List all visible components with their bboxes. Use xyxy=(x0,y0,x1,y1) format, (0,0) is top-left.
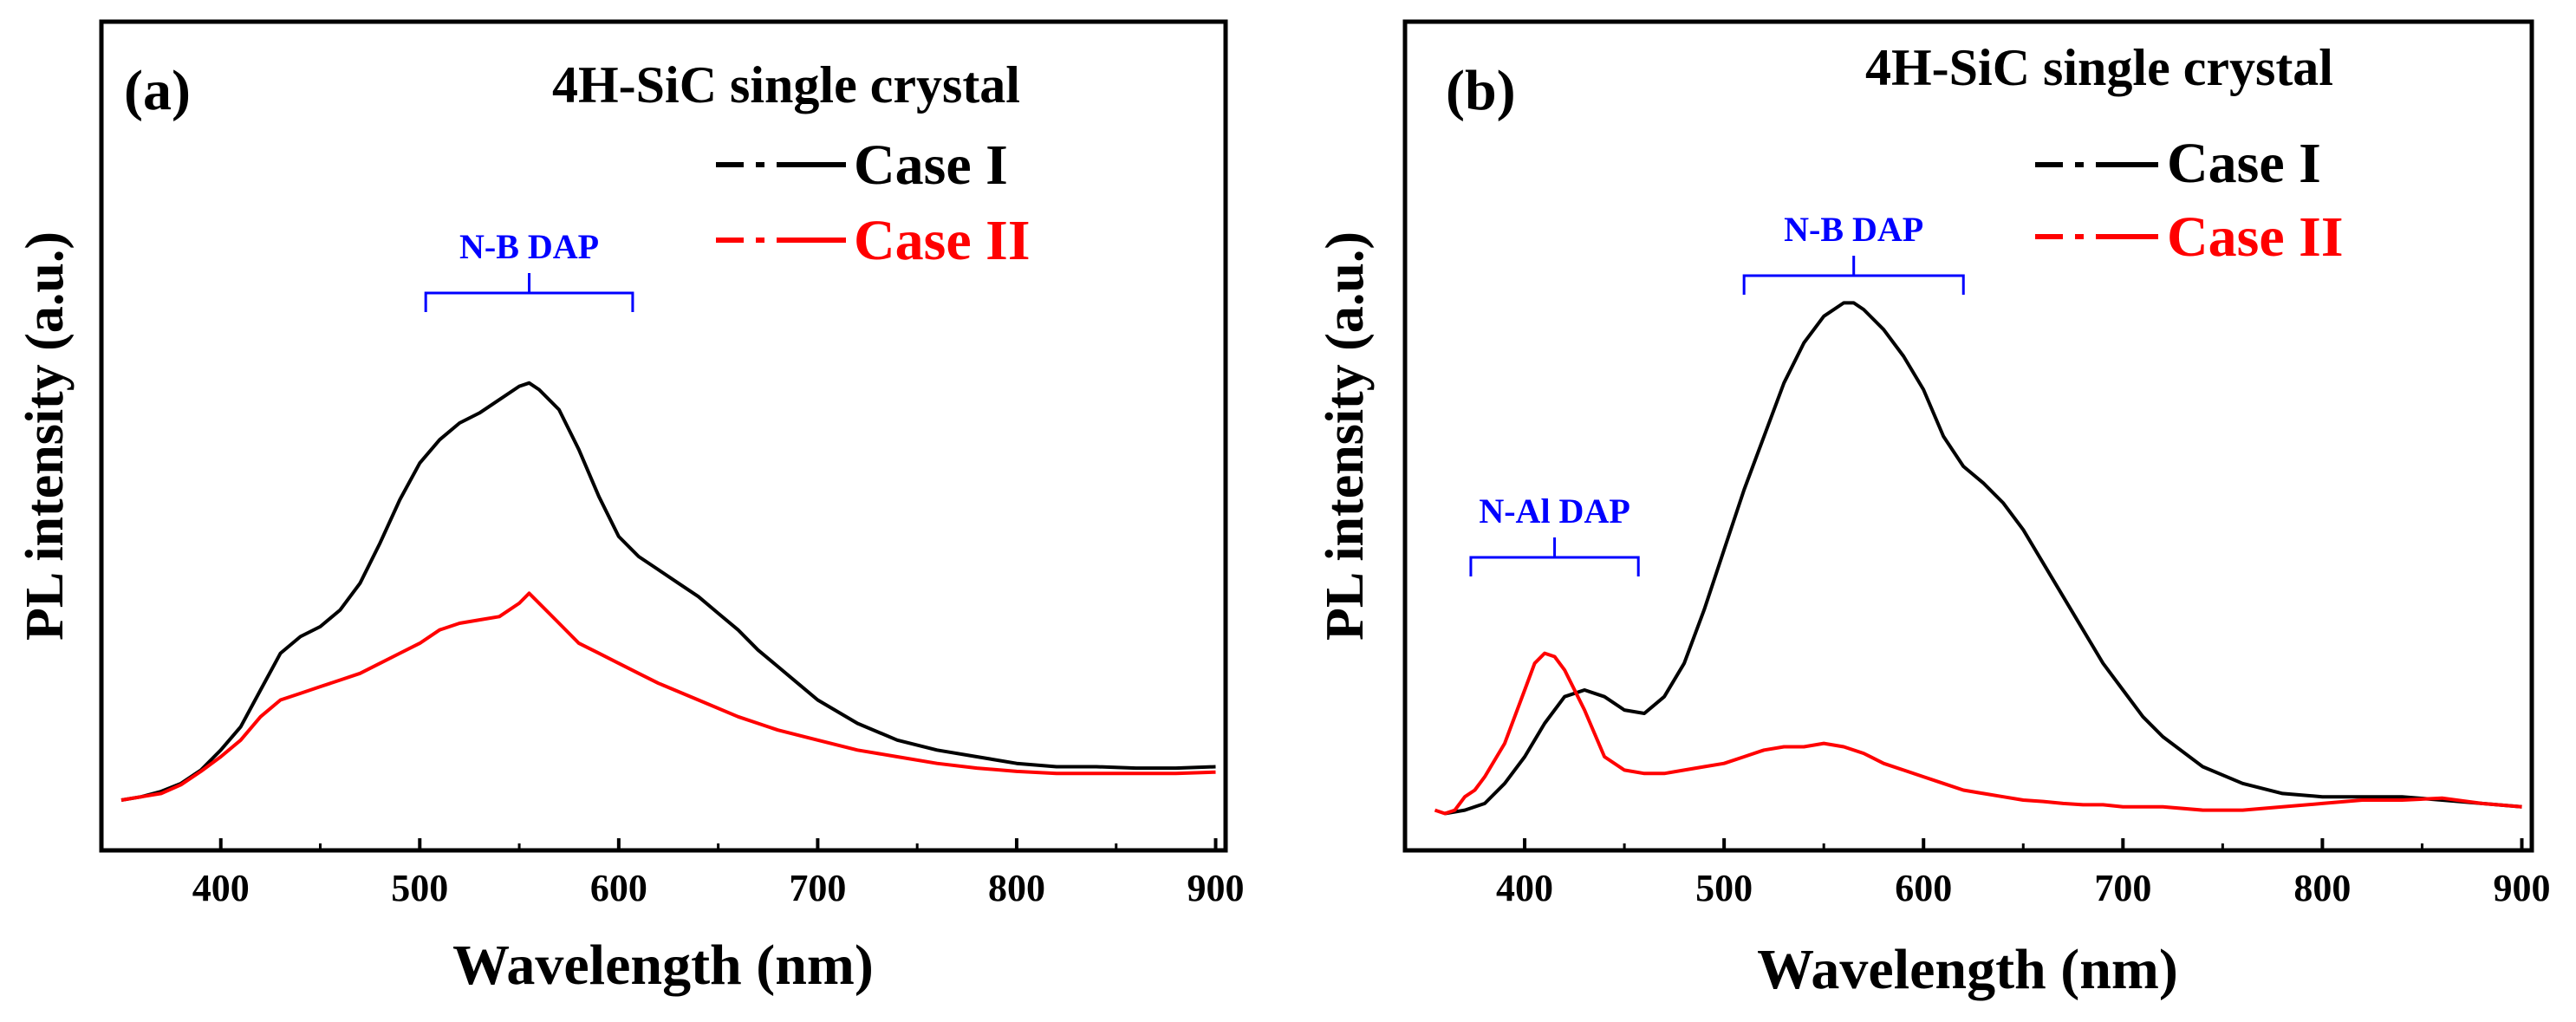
x-tick-label: 900 xyxy=(1187,867,1245,909)
panel-a: N-B DAP 400 500 600 700 800 900 (a) 4H-SiC si… xyxy=(16,19,1245,997)
x-tick-layer: 400 500 600 700 800 900 xyxy=(192,838,1245,909)
x-tick-label: 800 xyxy=(2293,867,2351,909)
x-tick-label: 500 xyxy=(391,867,448,909)
plot-area-frame xyxy=(99,19,1228,853)
series-layer xyxy=(120,381,1216,802)
x-tick-label: 900 xyxy=(2493,867,2550,909)
legend: Case I Case II xyxy=(716,133,1031,272)
series-line-case-ii xyxy=(120,591,1216,802)
annotation-label: N-Al DAP xyxy=(1479,491,1630,531)
x-tick-label: 500 xyxy=(1695,867,1753,909)
legend-label-case-ii: Case II xyxy=(2167,205,2344,269)
x-axis-label: Wavelength (nm) xyxy=(452,934,874,997)
legend-item-case-ii: Case II xyxy=(716,209,1031,272)
series-layer xyxy=(1434,301,2522,816)
legend-item-case-i: Case I xyxy=(716,133,1008,197)
legend-item-case-i: Case I xyxy=(2035,132,2321,195)
annotation-layer: N-B DAP xyxy=(424,227,634,312)
annotation-label: N-B DAP xyxy=(459,227,599,266)
annotation-label: N-B DAP xyxy=(1784,210,1923,249)
x-tick-label: 400 xyxy=(1496,867,1553,909)
annotation-bracket xyxy=(1469,537,1640,576)
y-axis-label: PL intensity (a.u.) xyxy=(1316,231,1375,641)
y-axis-label: PL intensity (a.u.) xyxy=(16,231,75,641)
series-line-case-ii xyxy=(1434,651,2522,816)
chart-title: 4H-SiC single crystal xyxy=(552,56,1020,114)
x-tick-label: 400 xyxy=(192,867,250,909)
legend: Case I Case II xyxy=(2035,132,2344,269)
series-line-case-i xyxy=(1444,301,2522,816)
x-axis-label: Wavelength (nm) xyxy=(1757,938,2178,1001)
x-tick-label: 600 xyxy=(1895,867,1952,909)
legend-label-case-i: Case I xyxy=(854,133,1008,197)
plot-area-frame xyxy=(1402,19,2534,853)
x-tick-label: 800 xyxy=(988,867,1045,909)
annotation-bracket xyxy=(1742,256,1965,295)
chart-title: 4H-SiC single crystal xyxy=(1865,39,2333,96)
panel-label: (b) xyxy=(1446,59,1516,122)
legend-label-case-ii: Case II xyxy=(854,209,1031,272)
panel-b: N-Al DAP N-B DAP 400 500 600 700 800 900 (b) 4… xyxy=(1316,19,2550,1001)
legend-label-case-i: Case I xyxy=(2167,132,2321,195)
series-line-case-i xyxy=(120,381,1216,802)
panel-label: (a) xyxy=(124,59,191,122)
annotation-layer: N-Al DAP N-B DAP xyxy=(1469,210,1965,576)
x-tick-layer: 400 500 600 700 800 900 xyxy=(1496,838,2550,909)
legend-item-case-ii: Case II xyxy=(2035,205,2344,269)
annotation-bracket xyxy=(424,273,634,312)
x-tick-label: 600 xyxy=(590,867,647,909)
x-tick-label: 700 xyxy=(789,867,846,909)
x-tick-label: 700 xyxy=(2094,867,2151,909)
